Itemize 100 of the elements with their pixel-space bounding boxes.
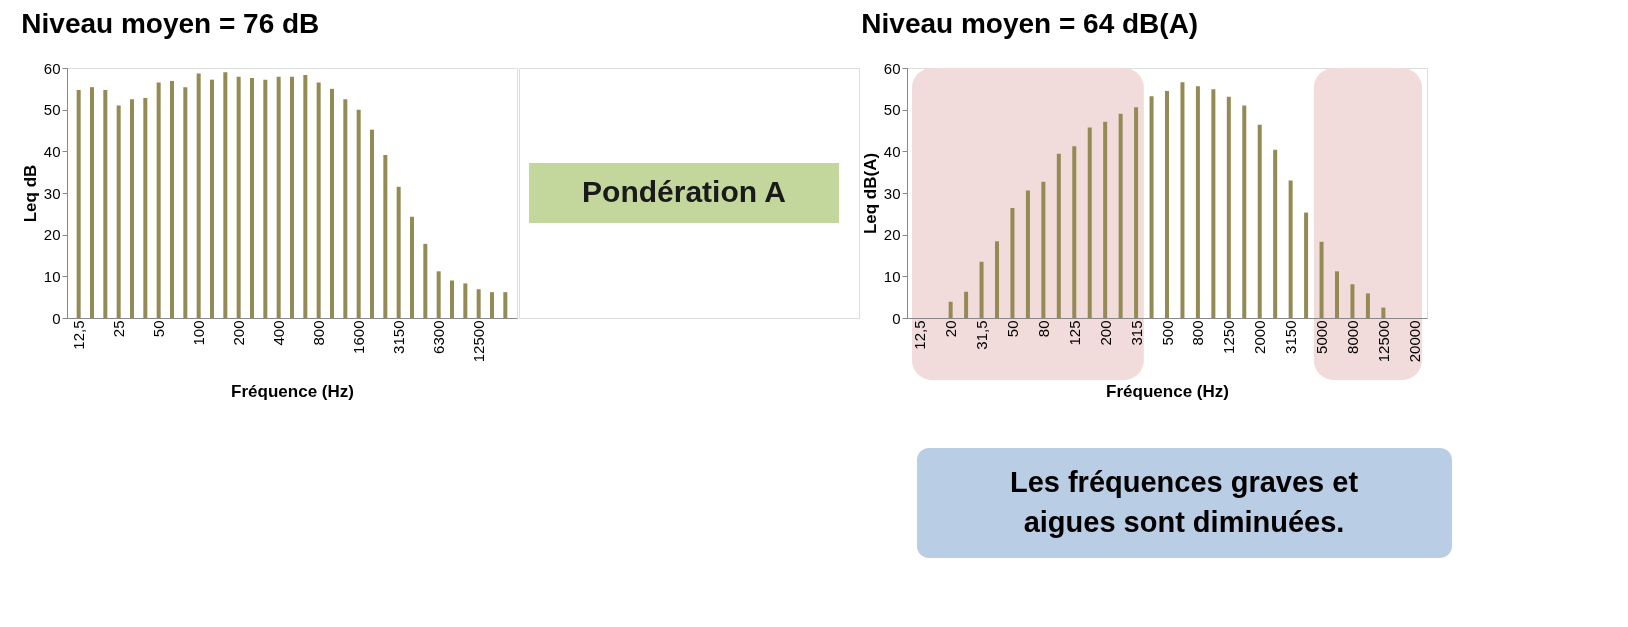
x-tick-label: 500 (1158, 320, 1176, 346)
bar (396, 186, 401, 318)
bar (1149, 96, 1154, 318)
y-tick-label: 60 (43, 59, 61, 77)
bar (250, 78, 254, 318)
y-axis-title: Leq dB (20, 164, 40, 223)
bar (223, 72, 228, 318)
bar (1365, 293, 1370, 318)
bar (1257, 124, 1262, 318)
y-tick-label: 50 (883, 101, 901, 119)
bar (90, 87, 94, 318)
bar (303, 75, 308, 318)
bar (1165, 90, 1169, 318)
bar (1056, 153, 1061, 318)
bar (143, 98, 148, 318)
bar (1025, 190, 1030, 318)
x-axis-title: Fréquence (Hz) (1106, 382, 1229, 402)
bar (948, 301, 953, 318)
x-tick-label: 12,5 (911, 320, 929, 350)
bar (1118, 113, 1123, 318)
y-tick-label: 40 (43, 142, 61, 160)
bar (1041, 181, 1046, 318)
bar (964, 291, 969, 318)
bar (1288, 180, 1293, 318)
bar (210, 79, 214, 318)
x-tick-label: 5000 (1313, 320, 1331, 354)
x-tick-label: 50 (1003, 320, 1021, 338)
bar (1304, 212, 1309, 318)
bar (1103, 121, 1108, 318)
y-axis-title: Leq dB(A) (860, 152, 880, 235)
x-tick-label: 200 (230, 320, 248, 346)
x-tick-label: 200 (1096, 320, 1114, 346)
x-tick-label: 12,5 (70, 320, 88, 350)
bar (263, 79, 268, 318)
y-tick-label: 40 (883, 142, 901, 160)
bar (383, 155, 388, 318)
bar (183, 87, 188, 318)
bar (356, 109, 361, 318)
y-tick-label: 20 (43, 226, 61, 244)
bar (116, 105, 121, 318)
bar (423, 243, 428, 318)
x-tick-label: 20000 (1405, 320, 1423, 363)
bar (290, 76, 294, 318)
bar (1195, 86, 1200, 318)
y-tick-label: 30 (883, 184, 901, 202)
y-tick-label: 10 (883, 267, 901, 285)
x-tick-label: 125 (1065, 320, 1083, 346)
x-tick-label: 20 (942, 320, 960, 338)
bar (463, 283, 468, 318)
y-tick-label: 0 (52, 309, 61, 327)
bar (1335, 271, 1339, 318)
x-tick-label: 400 (270, 320, 288, 346)
bar (436, 271, 441, 318)
x-tick-label: 8000 (1343, 320, 1361, 354)
bar (370, 129, 374, 318)
y-tick-label: 30 (43, 184, 61, 202)
bar (476, 289, 481, 318)
bar (410, 216, 414, 318)
x-tick-label: 80 (1034, 320, 1052, 338)
x-tick-label: 12500 (1374, 320, 1392, 363)
x-tick-label: 31,5 (973, 320, 991, 350)
bar (1350, 284, 1355, 318)
x-tick-label: 1600 (350, 320, 368, 354)
x-tick-label: 800 (1189, 320, 1207, 346)
bar (490, 292, 494, 318)
bar (1211, 89, 1216, 318)
y-tick-label: 0 (892, 309, 901, 327)
x-tick-label: 50 (150, 320, 168, 338)
bar (1010, 208, 1015, 318)
bar (1226, 96, 1231, 318)
x-tick-label: 1250 (1220, 320, 1238, 354)
text: Pondération A (582, 175, 786, 208)
bar (170, 80, 174, 318)
y-tick-label: 10 (43, 267, 61, 285)
bar (276, 76, 281, 318)
x-axis-title: Fréquence (Hz) (231, 382, 354, 402)
y-tick-label: 50 (43, 101, 61, 119)
y-tick-label: 20 (883, 226, 901, 244)
x-tick-label: 3150 (390, 320, 408, 354)
chart-title: Niveau moyen = 64 dB(A) (861, 8, 1199, 39)
x-tick-label: 800 (310, 320, 328, 346)
bar (76, 90, 81, 318)
x-tick-label: 6300 (430, 320, 448, 354)
bar (1381, 307, 1386, 318)
x-tick-label: 100 (190, 320, 208, 346)
y-tick-label: 60 (883, 59, 901, 77)
bar (236, 76, 241, 318)
bar (343, 99, 348, 318)
bar (503, 292, 508, 318)
chart-title: Niveau moyen = 76 dB (21, 8, 320, 39)
bar (196, 73, 201, 318)
x-tick-label: 25 (110, 320, 128, 338)
bar (1273, 149, 1278, 318)
text: Les fréquences graves et aigues sont diminuées. (1009, 466, 1359, 538)
bar (1072, 146, 1077, 318)
bar (1180, 82, 1185, 318)
bar (130, 99, 134, 318)
bar (330, 88, 334, 318)
bar (1087, 127, 1092, 318)
x-tick-label: 12500 (470, 320, 488, 363)
